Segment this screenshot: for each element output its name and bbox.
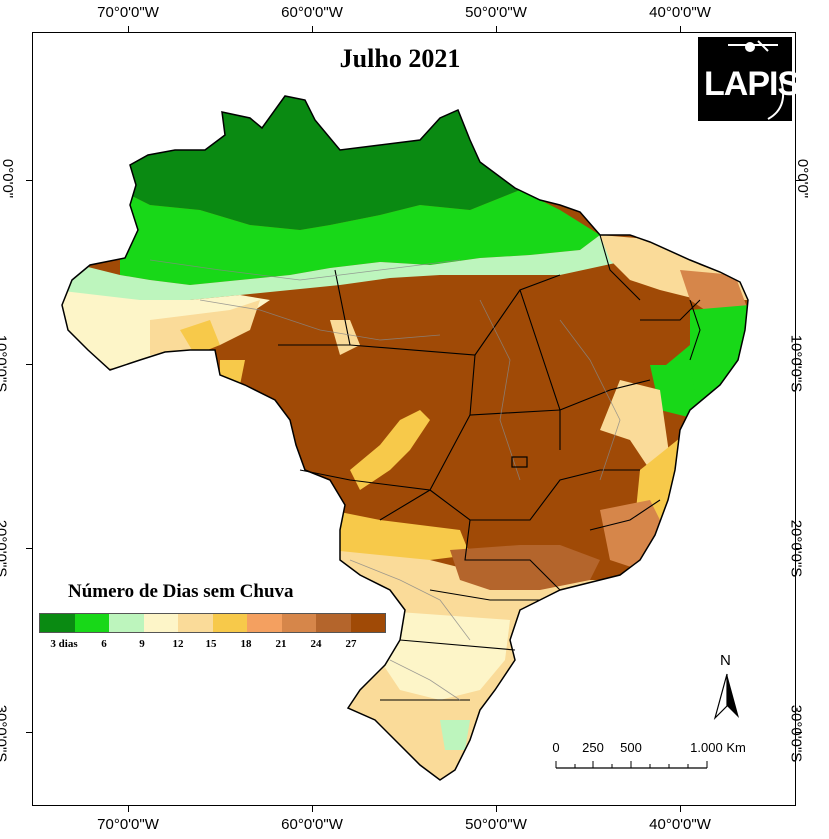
legend-swatch — [212, 614, 247, 632]
coord-top-3: 50°0'0"W — [465, 4, 527, 21]
tick — [796, 364, 802, 365]
legend-title: Número de Dias sem Chuva — [68, 581, 294, 602]
legend-label: 21 — [275, 638, 287, 650]
tick — [796, 180, 802, 181]
coord-bottom-1: 70°0'0"W — [97, 816, 159, 833]
coord-top-4: 40°0'0"W — [649, 4, 711, 21]
tick — [312, 806, 313, 812]
tick — [128, 26, 129, 32]
north-label: N — [720, 652, 731, 669]
scale-bar — [555, 761, 708, 769]
tick — [680, 26, 681, 32]
legend-label: 6 — [101, 638, 107, 650]
legend-label: 24 — [310, 638, 322, 650]
logo-text: LAPIS — [704, 65, 800, 103]
scale-label: 1.000 Km — [690, 740, 746, 755]
tick — [26, 548, 32, 549]
tick — [26, 732, 32, 733]
legend-swatch — [247, 614, 282, 632]
legend-swatch — [316, 614, 351, 632]
legend-swatch — [178, 614, 213, 632]
legend-swatch — [74, 614, 109, 632]
tick — [128, 806, 129, 812]
legend-label: 27 — [345, 638, 357, 650]
legend-label: 9 — [139, 638, 145, 650]
tick — [312, 26, 313, 32]
coord-top-2: 60°0'0"W — [281, 4, 343, 21]
satellite-icon — [728, 40, 784, 120]
coord-top-1: 70°0'0"W — [97, 4, 159, 21]
tick — [796, 732, 802, 733]
legend-label: 18 — [240, 638, 252, 650]
coord-bottom-4: 40°0'0"W — [649, 816, 711, 833]
tick — [496, 26, 497, 32]
legend-swatch — [109, 614, 144, 632]
legend-label: 3 dias — [50, 638, 78, 650]
tick — [796, 548, 802, 549]
legend-swatch — [281, 614, 316, 632]
north-arrow-icon — [713, 673, 739, 720]
tick — [680, 806, 681, 812]
scale-label: 500 — [620, 740, 642, 755]
legend-swatch — [40, 614, 75, 632]
legend-swatch — [143, 614, 178, 632]
tick — [26, 364, 32, 365]
legend-colorbar — [39, 613, 386, 633]
legend-label: 15 — [205, 638, 217, 650]
tick — [496, 806, 497, 812]
tick — [26, 180, 32, 181]
legend-swatch — [350, 614, 385, 632]
coord-bottom-2: 60°0'0"W — [281, 816, 343, 833]
coord-bottom-3: 50°0'0"W — [465, 816, 527, 833]
scale-label: 250 — [582, 740, 604, 755]
scale-label: 0 — [552, 740, 560, 755]
map-title: Julho 2021 — [339, 44, 461, 73]
lapis-logo: LAPIS — [698, 37, 800, 121]
legend-label: 12 — [172, 638, 184, 650]
